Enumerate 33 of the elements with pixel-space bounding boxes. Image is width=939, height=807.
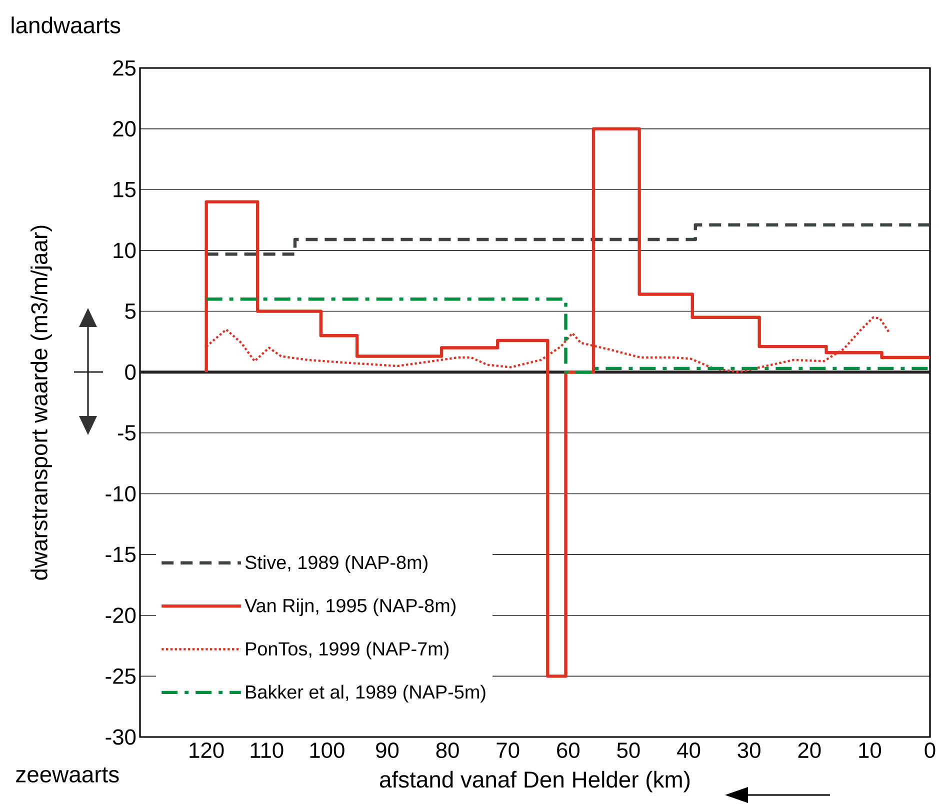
y-axis-title: dwarstransport waarde (m3/m/jaar) — [30, 226, 52, 580]
y-tick-label: 15 — [114, 182, 136, 198]
x-axis-title: afstand vanaf Den Helder (km) — [380, 770, 690, 792]
y-tick-label: 20 — [113, 121, 136, 137]
x-tick-label: 110 — [250, 742, 284, 758]
x-tick-label: 20 — [798, 742, 821, 758]
y-tick-label: 25 — [113, 60, 136, 76]
y-tick-label: 10 — [114, 242, 136, 258]
legend-label: PonTos, 1999 (NAP-7m) — [246, 642, 448, 660]
x-tick-label: 100 — [310, 742, 344, 758]
y-tick-label: 0 — [125, 364, 136, 380]
legend-label: Stive, 1989 (NAP-8m) — [245, 555, 428, 573]
y-tick-label: -20 — [106, 608, 136, 624]
text: landwaarts — [12, 16, 120, 34]
y-tick-label: -10 — [106, 486, 136, 502]
y-tick-label: -15 — [106, 546, 136, 562]
x-tick-label: 90 — [376, 742, 399, 758]
x-tick-label: 0 — [924, 742, 936, 758]
y-tick-label: 5 — [125, 304, 136, 319]
x-tick-label: 10 — [859, 742, 882, 758]
y-tick-label: -30 — [106, 729, 136, 745]
x-tick-label: 40 — [677, 742, 700, 758]
legend-label: Bakker et al, 1989 (NAP-5m) — [246, 684, 486, 702]
x-tick-label: 30 — [738, 742, 760, 758]
legend-label: Van Rijn, 1995 (NAP-8m) — [244, 598, 456, 616]
x-tick-label: 50 — [617, 742, 640, 758]
x-tick-label: 80 — [436, 742, 459, 758]
y-tick-label: -25 — [106, 668, 136, 684]
x-tick-label: 120 — [190, 742, 224, 758]
x-tick-label: 70 — [496, 742, 520, 758]
y-tick-label: -5 — [118, 425, 136, 441]
text: zeewaarts — [16, 767, 119, 783]
x-tick-label: 60 — [557, 742, 580, 758]
